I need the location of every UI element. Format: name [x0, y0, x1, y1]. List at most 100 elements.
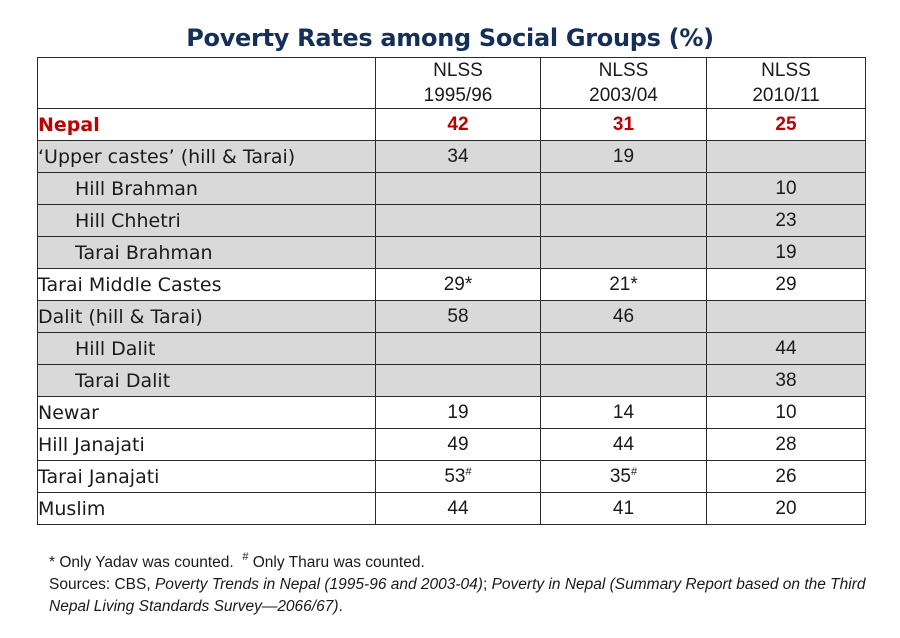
- value-text: 29: [443, 273, 465, 295]
- table-row: Hill Dalit 44: [37, 332, 866, 365]
- value-text: 58: [447, 305, 469, 327]
- value-cell: [540, 204, 707, 237]
- footnote-hash-mark: #: [242, 551, 249, 563]
- value-cell: 53#: [375, 460, 541, 493]
- value-cell: [706, 140, 866, 173]
- value-cell: 44: [375, 492, 541, 525]
- table-row: Newar 19 14 10: [37, 396, 866, 429]
- footnote-tharu: Only Tharu was counted.: [248, 554, 425, 571]
- value-cell: [375, 172, 541, 205]
- table-row: Dalit (hill & Tarai) 58 46: [37, 300, 866, 333]
- row-label: Hill Dalit: [37, 332, 376, 365]
- value-text: 20: [775, 497, 797, 519]
- value-cell: 19: [540, 140, 707, 173]
- column-header-line1: NLSS: [598, 60, 649, 81]
- value-text: 10: [775, 177, 797, 199]
- value-text: 26: [775, 465, 797, 487]
- value-cell: 44: [706, 332, 866, 365]
- value-cell: 29*: [375, 268, 541, 301]
- value-text: 44: [612, 433, 635, 455]
- star-footnote-mark: *: [464, 273, 473, 295]
- value-cell: 42: [375, 108, 541, 141]
- value-text: 29: [775, 273, 797, 295]
- table-row: Tarai Brahman 19: [37, 236, 866, 269]
- value-text: 42: [447, 113, 469, 135]
- value-text: 21: [609, 273, 631, 295]
- value-cell: 46: [540, 300, 707, 333]
- table-row: Hill Brahman 10: [37, 172, 866, 205]
- value-text: 31: [612, 113, 635, 135]
- value-text: 46: [612, 305, 635, 327]
- value-cell: 34: [375, 140, 541, 173]
- column-header-line2: 1995/96: [423, 85, 493, 106]
- value-cell: [375, 364, 541, 397]
- column-header-2003: NLSS 2003/04: [540, 57, 707, 109]
- table-row: Muslim 44 41 20: [37, 492, 866, 525]
- value-cell: 10: [706, 172, 866, 205]
- table-row: Nepal 42 31 25: [37, 108, 866, 141]
- sources-prefix: Sources: CBS,: [49, 576, 155, 593]
- row-label: Hill Chhetri: [37, 204, 376, 237]
- value-cell: 49: [375, 428, 541, 461]
- value-cell: [375, 204, 541, 237]
- hash-footnote-mark: #: [465, 465, 472, 478]
- table-row: Tarai Middle Castes 29* 21* 29: [37, 268, 866, 301]
- value-text: 49: [447, 433, 469, 455]
- value-cell: [540, 364, 707, 397]
- value-cell: 21*: [540, 268, 707, 301]
- row-label: Hill Brahman: [37, 172, 376, 205]
- sources-line: Sources: CBS, Poverty Trends in Nepal (1…: [49, 574, 869, 618]
- row-label: Dalit (hill & Tarai): [37, 300, 376, 333]
- row-label: Tarai Middle Castes: [37, 268, 376, 301]
- value-cell: 35#: [540, 460, 707, 493]
- row-label: Hill Janajati: [37, 428, 376, 461]
- value-text: 19: [612, 145, 635, 167]
- row-label: ‘Upper castes’ (hill & Tarai): [37, 140, 376, 173]
- value-cell: 58: [375, 300, 541, 333]
- value-text: 44: [775, 337, 797, 359]
- value-text: 10: [775, 401, 797, 423]
- row-label: Tarai Janajati: [37, 460, 376, 493]
- table-title: Poverty Rates among Social Groups (%): [186, 24, 714, 52]
- header-row: NLSS 1995/96 NLSS 2003/04 NLSS 2010/11: [37, 57, 866, 109]
- row-label: Muslim: [37, 492, 376, 525]
- table-notes: * Only Yadav was counted. # Only Tharu w…: [49, 546, 869, 618]
- header-corner: [37, 57, 376, 109]
- value-text: 14: [612, 401, 635, 423]
- table-row: Tarai Janajati 53# 35# 26: [37, 460, 866, 493]
- value-cell: 20: [706, 492, 866, 525]
- value-cell: 38: [706, 364, 866, 397]
- value-text: 19: [447, 401, 469, 423]
- value-cell: 31: [540, 108, 707, 141]
- table-row: Hill Janajati 49 44 28: [37, 428, 866, 461]
- value-cell: [375, 236, 541, 269]
- value-cell: 29: [706, 268, 866, 301]
- column-header-line2: 2003/04: [589, 85, 658, 106]
- value-cell: 41: [540, 492, 707, 525]
- source-poverty-trends: Poverty Trends in Nepal (1995-96 and 200…: [154, 576, 483, 593]
- value-cell: 25: [706, 108, 866, 141]
- source-poverty-in-nepal: Poverty in Nepal (Summary Report based o…: [49, 576, 866, 615]
- table-row: Tarai Dalit 38: [37, 364, 866, 397]
- table-row: ‘Upper castes’ (hill & Tarai) 34 19: [37, 140, 866, 173]
- value-text: 34: [447, 145, 469, 167]
- footnote-yadav: * Only Yadav was counted.: [49, 554, 234, 571]
- value-cell: 28: [706, 428, 866, 461]
- value-text: 38: [775, 369, 797, 391]
- value-text: 41: [612, 497, 635, 519]
- value-text: 53: [444, 465, 466, 487]
- row-label: Tarai Dalit: [37, 364, 376, 397]
- row-label: Newar: [37, 396, 376, 429]
- column-header-line1: NLSS: [761, 60, 811, 81]
- hash-footnote-mark: #: [631, 465, 638, 478]
- column-header-2010: NLSS 2010/11: [706, 57, 866, 109]
- poverty-rates-table: NLSS 1995/96 NLSS 2003/04 NLSS 2010/11 Nepa…: [37, 57, 866, 525]
- value-cell: 44: [540, 428, 707, 461]
- value-cell: 23: [706, 204, 866, 237]
- footnotes-line: * Only Yadav was counted. # Only Tharu w…: [49, 546, 869, 574]
- column-header-line2: 2010/11: [752, 85, 820, 106]
- column-header-1995: NLSS 1995/96: [375, 57, 541, 109]
- value-cell: [375, 332, 541, 365]
- value-cell: [706, 300, 866, 333]
- row-label: Nepal: [37, 108, 376, 141]
